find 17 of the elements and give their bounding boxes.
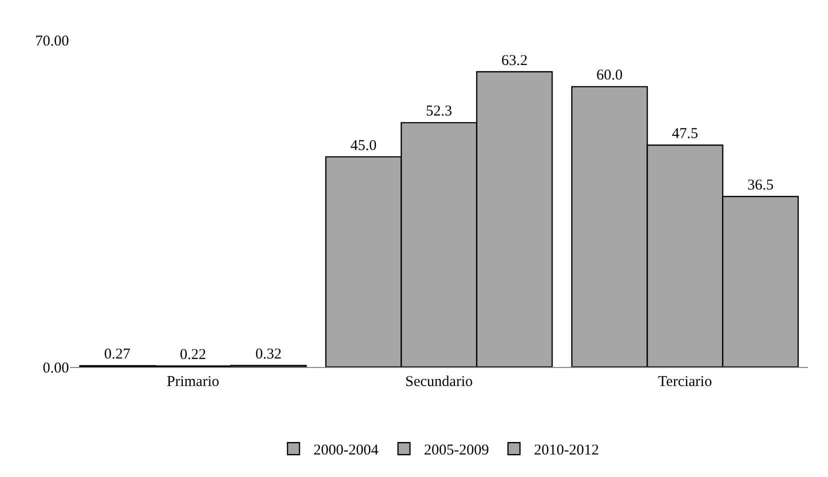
legend-label: 2010-2012 xyxy=(534,442,599,458)
data-label: 0.22 xyxy=(180,346,206,363)
data-label: 45.0 xyxy=(350,138,377,154)
data-label: 0.32 xyxy=(255,346,282,363)
x-tick-label: Primario xyxy=(166,374,220,390)
y-tick-label: 70.00 xyxy=(35,33,69,50)
data-label: 47.5 xyxy=(672,126,698,142)
data-label: 63.2 xyxy=(501,52,528,69)
legend-label: 2000-2004 xyxy=(314,442,379,458)
data-label: 0.27 xyxy=(104,346,131,363)
x-tick-label: Secundario xyxy=(405,374,473,390)
y-tick-label: 0.00 xyxy=(42,360,69,376)
x-tick-label: Terciario xyxy=(658,374,712,390)
data-label: 36.5 xyxy=(747,177,774,194)
data-label: 60.0 xyxy=(596,68,623,84)
legend-label: 2005-2009 xyxy=(424,442,489,458)
data-label: 52.3 xyxy=(426,104,452,120)
